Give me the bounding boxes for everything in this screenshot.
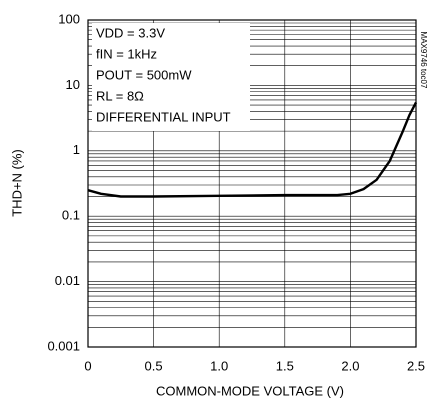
y-tick-label: 0.01 bbox=[55, 273, 80, 288]
data-line bbox=[87, 101, 418, 198]
y-tick-label: 100 bbox=[58, 11, 80, 26]
annotation-box bbox=[92, 23, 250, 131]
x-tick-label: 1.0 bbox=[210, 358, 228, 373]
x-tick-label: 0.5 bbox=[145, 358, 163, 373]
y-tick-label: 1 bbox=[73, 142, 80, 157]
x-tick-label: 0 bbox=[84, 358, 91, 373]
y-tick-label: 0.001 bbox=[47, 338, 80, 353]
annotation: POUT = 500mW bbox=[96, 67, 192, 82]
x-tick-label: 2.5 bbox=[407, 358, 425, 373]
plot-frame bbox=[87, 19, 417, 348]
y-tick-label: 10 bbox=[66, 77, 80, 92]
x-tick-label: 2.0 bbox=[341, 358, 359, 373]
annotation: VDD = 3.3V bbox=[96, 25, 165, 40]
y-tick-label: 0.1 bbox=[62, 208, 80, 223]
figure-note: MAX9746 toc07 bbox=[419, 32, 428, 89]
annotation: fIN = 1kHz bbox=[96, 46, 157, 61]
annotation: RL = 8Ω bbox=[96, 88, 144, 103]
y-axis-label: THD+N (%) bbox=[9, 149, 24, 217]
x-tick-label: 1.5 bbox=[276, 358, 294, 373]
annotation: DIFFERENTIAL INPUT bbox=[96, 109, 231, 124]
x-axis-label: COMMON-MODE VOLTAGE (V) bbox=[156, 383, 344, 398]
